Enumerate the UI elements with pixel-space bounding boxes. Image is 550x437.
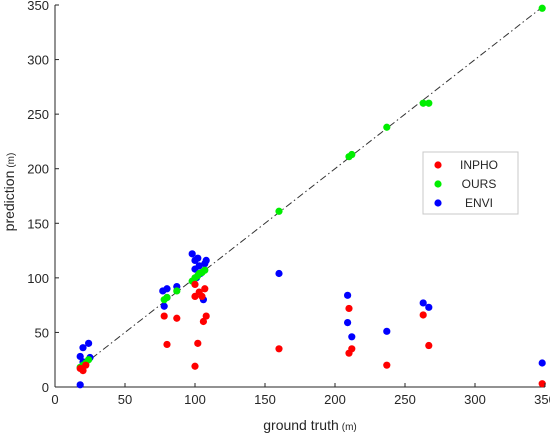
y-tick-label: 100	[27, 271, 49, 286]
y-tick-label: 150	[27, 216, 49, 231]
data-point-envi	[275, 269, 283, 278]
data-point-inpho	[199, 317, 207, 326]
data-point-inpho	[191, 280, 199, 289]
y-axis-unit: (m)	[6, 153, 17, 168]
y-tick-label: 300	[27, 53, 49, 68]
x-tick-label: 250	[394, 392, 416, 407]
y-tick-label: 0	[42, 380, 49, 395]
data-point-ours	[538, 4, 546, 12]
data-point-ours	[201, 266, 209, 274]
reference-line-layer	[79, 4, 546, 368]
data-point-inpho	[79, 367, 87, 375]
data-point-ours	[85, 356, 93, 364]
data-point-inpho	[383, 361, 391, 369]
y-tick-label: 200	[27, 162, 49, 177]
x-tick-label: 200	[324, 392, 346, 407]
data-point-envi	[79, 344, 87, 352]
data-point-inpho	[201, 285, 209, 293]
data-point-inpho	[194, 339, 202, 347]
y-tick-label: 350	[27, 0, 49, 13]
data-point-envi	[383, 327, 391, 335]
data-point-inpho	[173, 314, 181, 322]
legend: INPHO OURS ENVI	[422, 151, 519, 215]
data-point-envi	[425, 303, 433, 311]
x-tick-label: 0	[51, 392, 58, 407]
data-point-inpho	[425, 341, 433, 350]
data-point-ours	[163, 293, 171, 302]
data-point-inpho	[82, 361, 90, 369]
y-axis-ticks: 0 50 100 150 200 250 300 350	[27, 0, 59, 395]
data-point-envi	[344, 291, 352, 299]
x-tick-label: 150	[254, 392, 276, 407]
x-tick-label: 100	[184, 392, 206, 407]
data-point-ours	[425, 99, 433, 107]
legend-marker-envi	[434, 199, 442, 207]
data-point-inpho	[348, 345, 356, 353]
data-point-inpho	[538, 380, 546, 388]
legend-label-envi: ENVI	[465, 196, 493, 210]
data-point-envi	[76, 352, 84, 361]
legend-label-inpho: INPHO	[460, 158, 498, 172]
x-axis-unit: (m)	[342, 422, 357, 433]
data-point-ours	[419, 99, 427, 107]
data-point-envi	[76, 381, 84, 389]
data-point-ours	[348, 150, 356, 159]
data-point-ours	[275, 207, 283, 215]
legend-item-inpho: INPHO	[434, 158, 498, 172]
data-point-inpho	[202, 312, 210, 320]
data-point-inpho	[419, 311, 427, 319]
data-point-envi	[194, 254, 202, 262]
data-point-envi	[188, 250, 196, 258]
series-ours	[76, 4, 546, 371]
legend-item-ours: OURS	[434, 177, 496, 191]
y-axis-label-text: prediction	[1, 171, 17, 232]
data-point-inpho	[160, 312, 168, 320]
series-inpho	[76, 280, 546, 388]
y-axis-label: prediction (m)	[1, 153, 17, 232]
data-point-inpho	[275, 345, 283, 353]
data-point-inpho	[191, 362, 199, 370]
data-point-envi	[85, 339, 93, 347]
x-axis-label-text: ground truth	[263, 417, 339, 433]
x-tick-label: 350	[534, 392, 550, 407]
data-point-ours	[173, 287, 181, 295]
data-point-envi	[538, 359, 546, 367]
legend-label-ours: OURS	[462, 177, 497, 191]
data-point-envi	[202, 256, 210, 264]
plot-area	[54, 5, 545, 388]
data-point-inpho	[345, 304, 353, 313]
y-tick-label: 50	[35, 325, 49, 340]
data-point-envi	[348, 333, 356, 341]
legend-marker-inpho	[434, 161, 442, 169]
reference-line	[79, 4, 546, 368]
data-point-inpho	[163, 340, 171, 349]
data-point-envi	[419, 299, 427, 307]
y-tick-label: 250	[27, 107, 49, 122]
x-axis-ticks: 0 50 100 150 200 250 300 350	[51, 383, 550, 407]
data-point-envi	[163, 285, 171, 293]
data-point-envi	[195, 262, 203, 270]
x-axis-label: ground truth (m)	[263, 417, 357, 433]
x-tick-label: 300	[464, 392, 486, 407]
data-point-ours	[383, 123, 391, 131]
legend-item-envi: ENVI	[434, 196, 493, 210]
series-envi	[76, 250, 546, 389]
data-point-envi	[344, 319, 352, 327]
data-point-inpho	[198, 292, 206, 301]
legend-marker-ours	[434, 180, 442, 188]
x-tick-label: 50	[118, 392, 132, 407]
data-point-envi	[160, 302, 168, 310]
data-points-layer	[76, 4, 546, 389]
